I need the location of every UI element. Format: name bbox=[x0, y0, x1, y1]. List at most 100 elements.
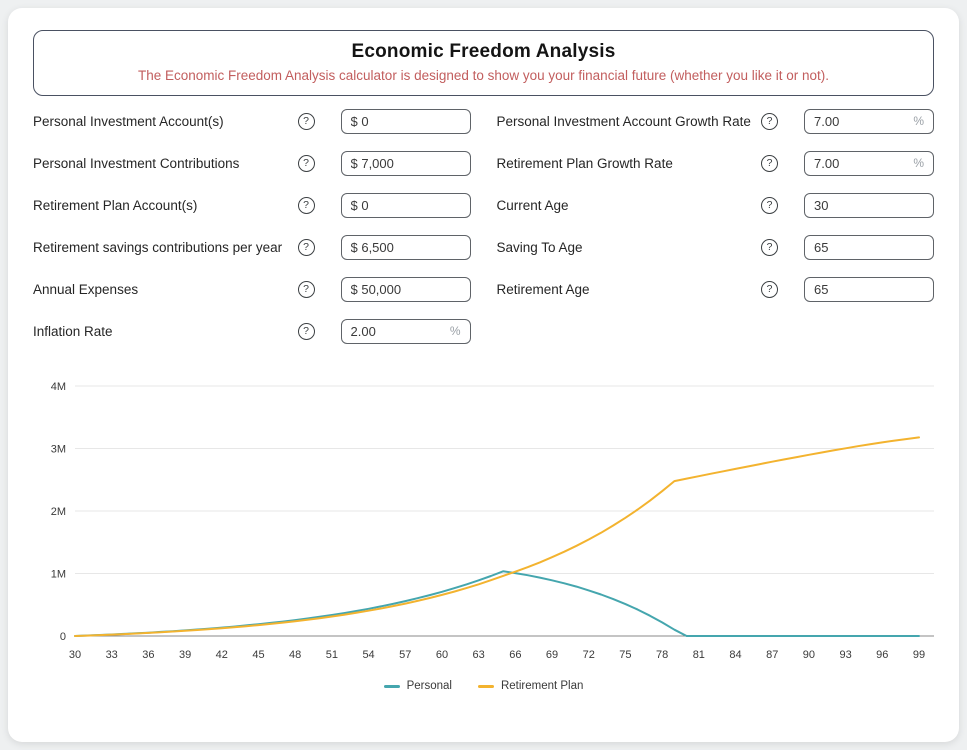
x-axis-tick-label: 93 bbox=[839, 649, 851, 661]
input-box bbox=[804, 276, 934, 302]
field-row-personal-investment-contributions: Personal Investment Contributions ? bbox=[33, 142, 471, 184]
help-icon[interactable]: ? bbox=[297, 238, 315, 256]
help-icon[interactable]: ? bbox=[297, 112, 315, 130]
chart-legend: Personal Retirement Plan bbox=[33, 680, 934, 692]
x-axis-tick-label: 33 bbox=[106, 649, 118, 661]
personal-investment-contributions-input[interactable] bbox=[350, 155, 461, 171]
field-label: Retirement savings contributions per yea… bbox=[33, 239, 283, 255]
series-line-retirement-plan bbox=[74, 436, 920, 637]
legend-item-personal[interactable]: Personal bbox=[383, 680, 452, 692]
annual-expenses-input[interactable] bbox=[350, 281, 461, 297]
field-label: Personal Investment Contributions bbox=[33, 155, 240, 171]
help-icon[interactable]: ? bbox=[761, 154, 778, 172]
retirement-plan-accounts-input[interactable] bbox=[350, 197, 461, 213]
header-box: Economic Freedom Analysis The Economic F… bbox=[33, 30, 934, 96]
legend-label: Retirement Plan bbox=[500, 680, 584, 692]
field-row-personal-investment-accounts: Personal Investment Account(s) ? bbox=[33, 100, 471, 142]
x-axis-tick-label: 96 bbox=[876, 649, 888, 661]
x-axis-tick-label: 30 bbox=[69, 649, 81, 661]
legend-label: Personal bbox=[406, 680, 452, 692]
x-axis-tick-label: 60 bbox=[436, 649, 448, 661]
x-axis-tick-label: 45 bbox=[252, 649, 264, 661]
x-axis-tick-label: 57 bbox=[399, 649, 411, 661]
x-axis-tick-label: 84 bbox=[729, 649, 741, 661]
legend-swatch bbox=[383, 684, 400, 688]
x-axis-tick-label: 90 bbox=[803, 649, 815, 661]
field-label: Personal Investment Account(s) bbox=[33, 113, 224, 129]
input-box bbox=[340, 150, 471, 176]
chart-canvas[interactable]: 0 1M 2M 3M 4M 30 33 36 39 42 45 48 51 54 57 60 63 66 69 72 7… bbox=[33, 378, 934, 668]
field-label: Personal Investment Account Growth Rate bbox=[496, 113, 751, 129]
x-axis-tick-label: 63 bbox=[473, 649, 485, 661]
field-row-current-age: Current Age ? bbox=[497, 184, 934, 226]
field-row-retirement-plan-accounts: Retirement Plan Account(s) ? bbox=[33, 184, 471, 226]
x-axis-tick-label: 99 bbox=[913, 649, 925, 661]
help-icon[interactable]: ? bbox=[297, 196, 315, 214]
page-subtitle: The Economic Freedom Analysis calculator… bbox=[137, 68, 830, 83]
personal-investment-accounts-input[interactable] bbox=[350, 113, 461, 129]
input-box: % bbox=[804, 150, 934, 176]
current-age-input[interactable] bbox=[814, 197, 924, 213]
legend-swatch bbox=[477, 684, 494, 688]
x-axis-tick-label: 75 bbox=[619, 649, 631, 661]
retirement-growth-rate-input[interactable] bbox=[814, 155, 910, 171]
field-row-annual-expenses: Annual Expenses ? bbox=[33, 268, 471, 310]
field-label: Inflation Rate bbox=[33, 323, 113, 339]
field-row-personal-growth-rate: Personal Investment Account Growth Rate … bbox=[496, 100, 934, 142]
help-icon[interactable]: ? bbox=[761, 112, 778, 130]
form-column-right: Personal Investment Account Growth Rate … bbox=[496, 100, 934, 352]
help-icon[interactable]: ? bbox=[761, 280, 778, 298]
input-form: Personal Investment Account(s) ? Persona… bbox=[33, 100, 934, 352]
x-axis-tick-label: 78 bbox=[656, 649, 668, 661]
help-icon[interactable]: ? bbox=[761, 196, 778, 214]
x-axis-tick-label: 54 bbox=[362, 649, 374, 661]
y-axis-tick-label: 0 bbox=[60, 631, 66, 643]
field-row-saving-to-age: Saving To Age ? bbox=[496, 226, 934, 268]
help-icon[interactable]: ? bbox=[761, 238, 778, 256]
x-axis-tick-label: 42 bbox=[216, 649, 228, 661]
input-box bbox=[804, 234, 934, 260]
personal-growth-rate-input[interactable] bbox=[814, 113, 910, 129]
field-row-retirement-age: Retirement Age ? bbox=[496, 268, 934, 310]
input-box bbox=[340, 108, 471, 134]
projection-chart: 0 1M 2M 3M 4M 30 33 36 39 42 45 48 51 54 57 60 63 66 69 72 7… bbox=[33, 378, 934, 692]
series-line-personal bbox=[74, 570, 920, 637]
input-box bbox=[340, 234, 471, 260]
y-axis-tick-label: 2M bbox=[51, 506, 66, 518]
field-label: Retirement Plan Account(s) bbox=[33, 197, 198, 213]
field-row-retirement-growth-rate: Retirement Plan Growth Rate ? % bbox=[496, 142, 934, 184]
help-icon[interactable]: ? bbox=[297, 322, 315, 340]
x-axis-tick-label: 69 bbox=[546, 649, 558, 661]
percent-suffix: % bbox=[913, 156, 924, 170]
field-label: Annual Expenses bbox=[33, 281, 139, 297]
field-row-retirement-savings-contributions: Retirement savings contributions per yea… bbox=[33, 226, 471, 268]
saving-to-age-input[interactable] bbox=[814, 239, 924, 255]
input-box bbox=[340, 192, 471, 218]
field-label: Retirement Age bbox=[496, 281, 590, 297]
form-column-left: Personal Investment Account(s) ? Persona… bbox=[33, 100, 471, 352]
x-axis-tick-label: 81 bbox=[693, 649, 705, 661]
retirement-age-input[interactable] bbox=[814, 281, 924, 297]
page-title: Economic Freedom Analysis bbox=[351, 41, 616, 62]
legend-item-retirement-plan[interactable]: Retirement Plan bbox=[477, 680, 584, 692]
field-label: Retirement Plan Growth Rate bbox=[496, 155, 673, 171]
y-axis-tick-label: 4M bbox=[51, 381, 66, 393]
x-axis-tick-label: 66 bbox=[509, 649, 521, 661]
y-axis-tick-label: 3M bbox=[51, 444, 66, 456]
inflation-rate-input[interactable] bbox=[350, 323, 446, 339]
x-axis-tick-label: 39 bbox=[179, 649, 191, 661]
field-row-inflation-rate: Inflation Rate ? % bbox=[33, 310, 471, 352]
help-icon[interactable]: ? bbox=[297, 154, 315, 172]
field-label: Saving To Age bbox=[496, 239, 583, 255]
y-axis-tick-label: 1M bbox=[51, 569, 66, 581]
x-axis-tick-label: 87 bbox=[766, 649, 778, 661]
help-icon[interactable]: ? bbox=[297, 280, 315, 298]
percent-suffix: % bbox=[913, 114, 924, 128]
retirement-savings-contributions-input[interactable] bbox=[350, 239, 461, 255]
calculator-card: Economic Freedom Analysis The Economic F… bbox=[8, 8, 959, 742]
x-axis-tick-label: 36 bbox=[142, 649, 154, 661]
percent-suffix: % bbox=[449, 324, 461, 338]
x-axis-tick-label: 72 bbox=[583, 649, 595, 661]
input-box: % bbox=[340, 318, 471, 344]
input-box bbox=[340, 276, 471, 302]
